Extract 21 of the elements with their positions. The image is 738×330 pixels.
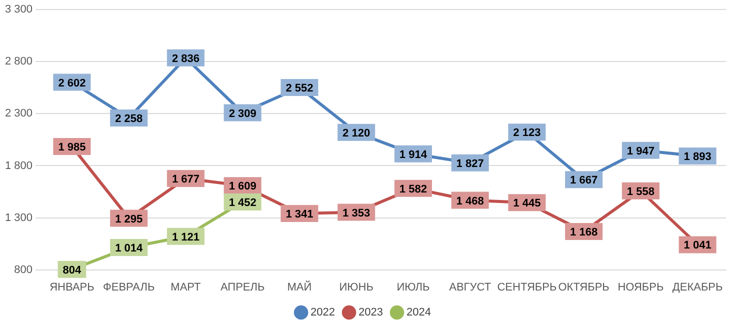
legend-label: 2024	[406, 306, 431, 319]
y-tick-label: 2 800	[4, 56, 33, 68]
x-tick-label: ИЮЛЬ	[396, 281, 430, 294]
legend-label: 2022	[310, 306, 336, 319]
x-tick-label: ОКТЯБРЬ	[558, 281, 610, 294]
y-tick-label: 800	[14, 264, 33, 276]
x-tick-label: ИЮНЬ	[339, 281, 374, 294]
y-tick-label: 1 300	[4, 212, 33, 224]
x-tick-label: ДЕКАБРЬ	[672, 281, 723, 294]
y-tick-label: 3 300	[4, 4, 33, 16]
x-tick-label: СЕНТЯБРЬ	[497, 281, 557, 294]
x-tick-label: ЯНВАРЬ	[50, 281, 94, 294]
y-tick-label: 1 800	[4, 160, 33, 172]
x-tick-label: МАРТ	[170, 281, 202, 294]
y-tick-label: 2 300	[4, 108, 33, 120]
x-tick-label: ФЕВРАЛЬ	[103, 281, 155, 294]
x-tick-label: МАЙ	[287, 280, 312, 294]
x-tick-label: АПРЕЛЬ	[220, 281, 265, 294]
legend-label: 2023	[358, 306, 383, 319]
x-tick-label: НОЯБРЬ	[618, 281, 664, 294]
x-tick-label: АВГУСТ	[449, 281, 492, 294]
